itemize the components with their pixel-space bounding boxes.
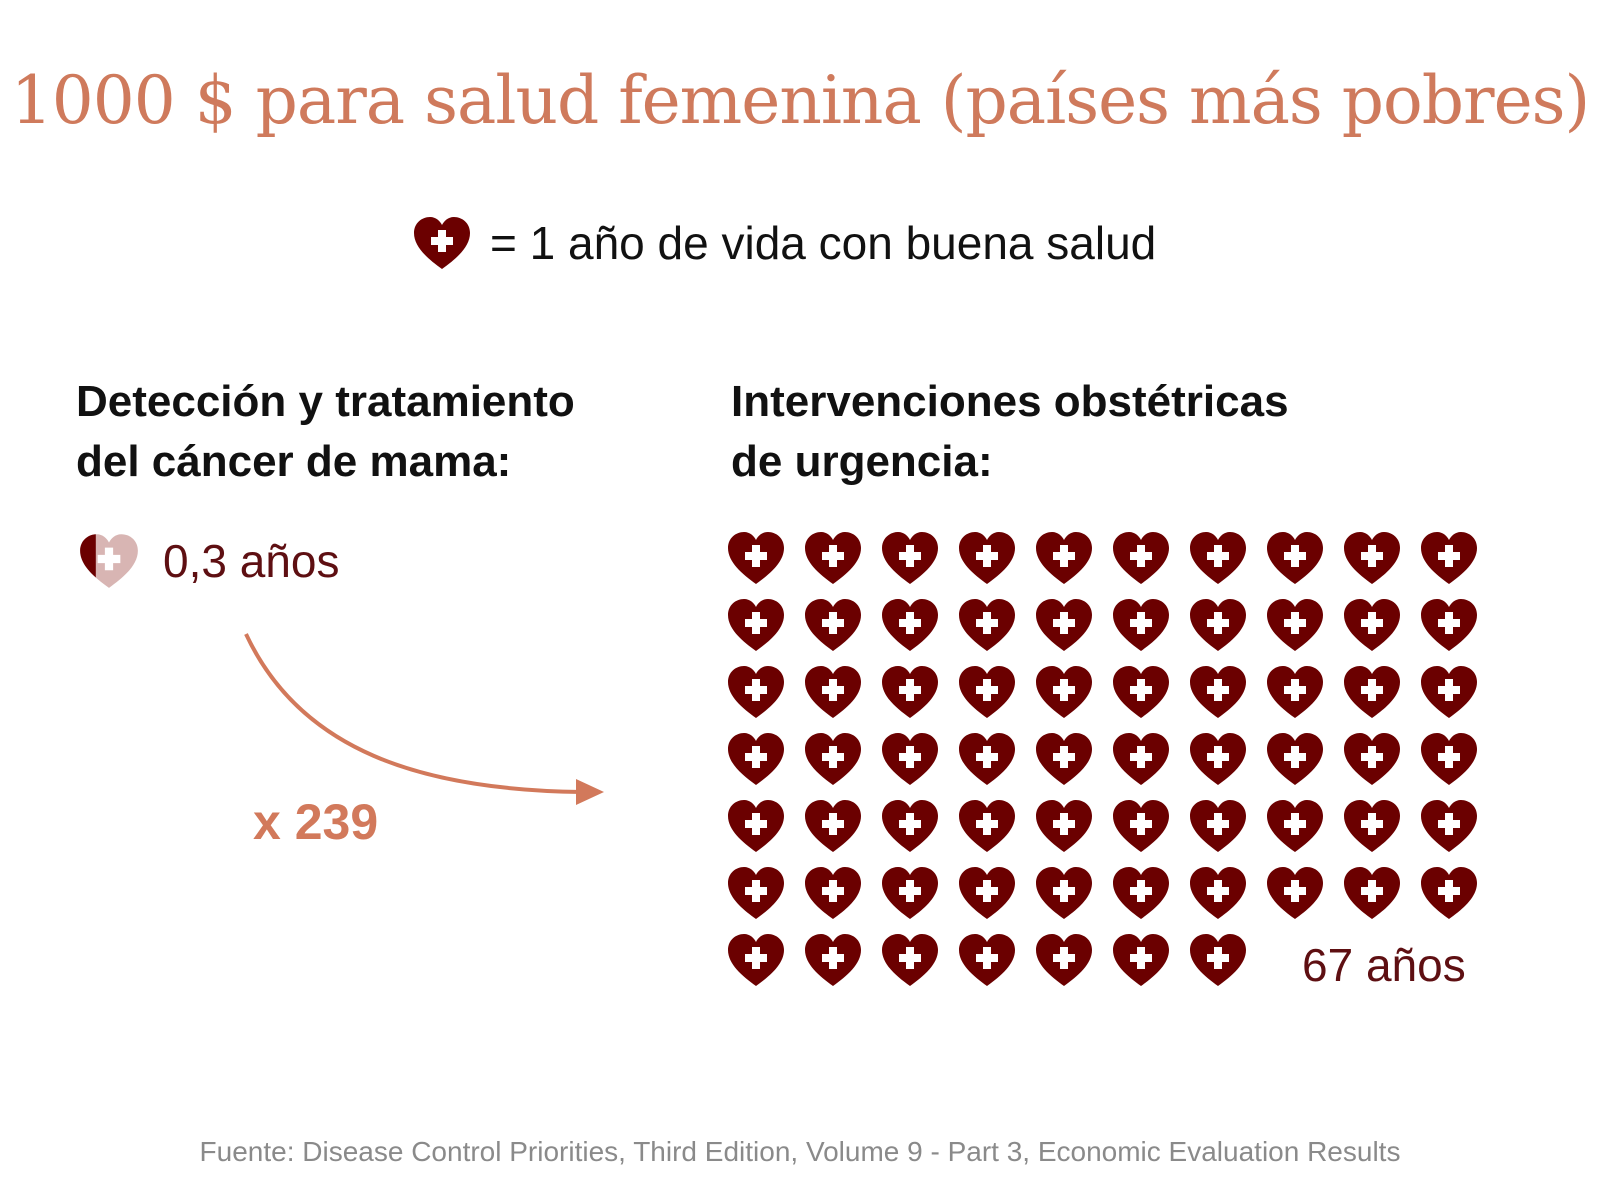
- multiplier-label: x 239: [253, 794, 379, 850]
- heart-icon: [805, 733, 861, 785]
- heart-icon: [1344, 532, 1400, 584]
- heart-icon: [805, 666, 861, 718]
- heart-icon: [1036, 867, 1092, 919]
- left-heading: Detección y tratamiento del cáncer de ma…: [76, 372, 575, 492]
- heart-icon: [959, 532, 1015, 584]
- source-note: Fuente: Disease Control Priorities, Thir…: [199, 1136, 1401, 1167]
- heart-icon: [1421, 666, 1477, 718]
- heart-icon: [728, 532, 784, 584]
- heart-icon: [1113, 666, 1169, 718]
- heart-cross-icon: [414, 217, 470, 269]
- heart-icon: [1421, 867, 1477, 919]
- heart-icon: [728, 934, 784, 986]
- heart-icon: [1036, 800, 1092, 852]
- left-heading-line-1: Detección y tratamiento: [76, 377, 575, 426]
- heart-icon: [728, 867, 784, 919]
- heart-icon: [1113, 800, 1169, 852]
- heart-icon: [728, 599, 784, 651]
- heart-icon: [1267, 599, 1323, 651]
- heart-icon: [1113, 867, 1169, 919]
- heart-icon: [1190, 934, 1246, 986]
- heart-icon: [882, 733, 938, 785]
- left-heading-line-2: del cáncer de mama:: [76, 437, 512, 486]
- heart-icon: [1267, 800, 1323, 852]
- heart-icon: [1267, 532, 1323, 584]
- heart-icon: [1190, 733, 1246, 785]
- heart-icon: [959, 934, 1015, 986]
- heart-icon: [959, 867, 1015, 919]
- heart-icon: [882, 934, 938, 986]
- heart-icon: [959, 733, 1015, 785]
- right-heading-line-2: de urgencia:: [731, 437, 993, 486]
- heart-icon: [1267, 733, 1323, 785]
- heart-icon: [882, 532, 938, 584]
- right-value-label: 67 años: [1302, 939, 1466, 991]
- heart-icon: [882, 666, 938, 718]
- heart-icon: [1421, 800, 1477, 852]
- heart-icon: [882, 800, 938, 852]
- heart-icon: [805, 934, 861, 986]
- heart-icon: [1113, 532, 1169, 584]
- right-heading-line-1: Intervenciones obstétricas: [731, 377, 1289, 426]
- heart-icon: [959, 666, 1015, 718]
- heart-icon: [882, 599, 938, 651]
- heart-icon: [1267, 666, 1323, 718]
- heart-icon: [728, 733, 784, 785]
- heart-icon: [1036, 733, 1092, 785]
- heart-icon: [728, 666, 784, 718]
- heart-icon: [1113, 599, 1169, 651]
- heart-icon: [882, 867, 938, 919]
- heart-icon: [1344, 867, 1400, 919]
- heart-icon: [805, 532, 861, 584]
- heart-icon: [1421, 733, 1477, 785]
- heart-icon: [1036, 934, 1092, 986]
- heart-icon: [1421, 532, 1477, 584]
- heart-icon: [959, 800, 1015, 852]
- heart-icon: [1113, 733, 1169, 785]
- heart-icon: [1421, 599, 1477, 651]
- legend-text: = 1 año de vida con buena salud: [490, 217, 1157, 269]
- heart-icon: [1190, 599, 1246, 651]
- heart-icon: [1267, 867, 1323, 919]
- heart-icon: [1036, 599, 1092, 651]
- legend: = 1 año de vida con buena salud: [410, 212, 1156, 274]
- heart-icon: [805, 867, 861, 919]
- heart-icon: [805, 599, 861, 651]
- heart-icon: [805, 800, 861, 852]
- heart-icon: [1190, 666, 1246, 718]
- partial-heart-icon: [80, 534, 138, 588]
- heart-icon: [1190, 532, 1246, 584]
- heart-icon: [959, 599, 1015, 651]
- left-value-label: 0,3 años: [163, 535, 340, 587]
- heart-icon: [1036, 532, 1092, 584]
- heart-icon: [728, 800, 784, 852]
- heart-icon: [1344, 800, 1400, 852]
- heart-icon: [1344, 733, 1400, 785]
- heart-icon: [1036, 666, 1092, 718]
- right-heading: Intervenciones obstétricas de urgencia:: [731, 372, 1289, 492]
- heart-icon: [1113, 934, 1169, 986]
- chart-title: 1000 $ para salud femenina (países más p…: [10, 62, 1591, 139]
- heart-icon: [1344, 599, 1400, 651]
- heart-icon: [1344, 666, 1400, 718]
- heart-icon: [1190, 867, 1246, 919]
- heart-icon: [1190, 800, 1246, 852]
